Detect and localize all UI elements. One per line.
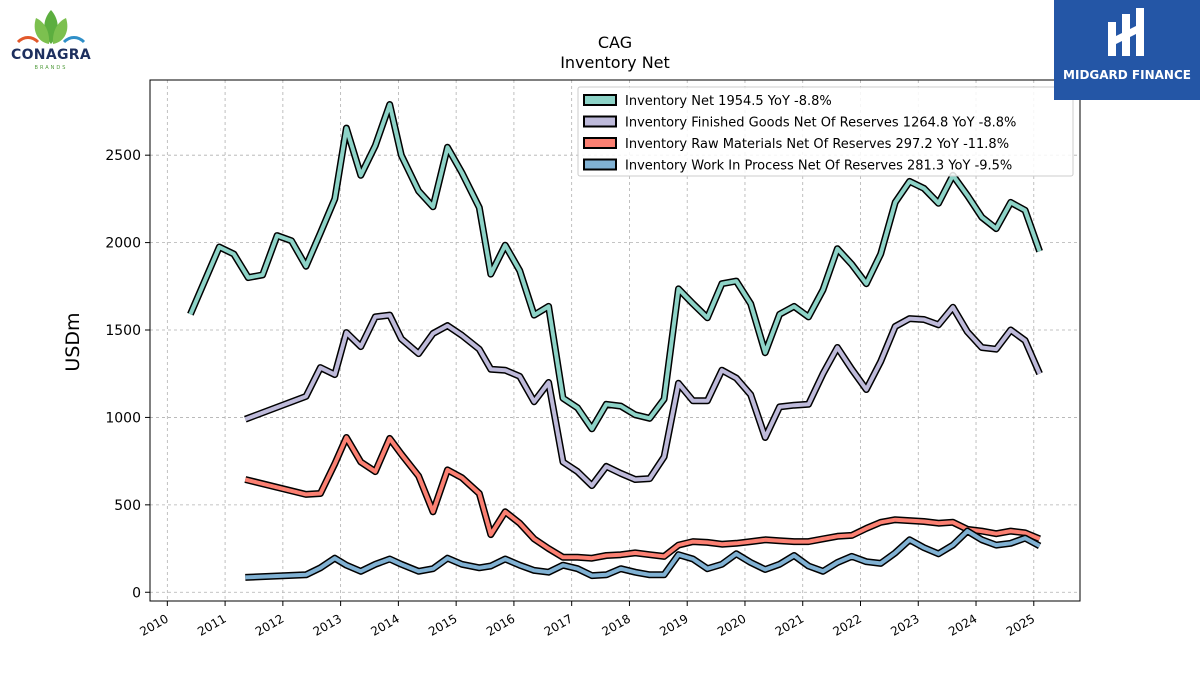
x-axis: 2010 2011 2012 2013 2014 2015 2016 2017 2018 2019… <box>137 601 1037 639</box>
x-tick-label: 2023 <box>888 611 921 638</box>
legend-label: Inventory Finished Goods Net Of Reserves… <box>625 116 1016 131</box>
legend: Inventory Net 1954.5 YoY -8.8% Inventory … <box>577 86 1074 177</box>
series-outline <box>244 303 1043 490</box>
plot-frame <box>149 79 1081 602</box>
y-tick-label: 500 <box>114 498 141 514</box>
legend-swatch <box>583 115 617 128</box>
x-tick-label: 2020 <box>715 611 748 638</box>
y-axis: 0 500 1000 1500 2000 2500 <box>105 148 150 601</box>
legend-label: Inventory Work In Process Net Of Reserve… <box>625 159 1012 174</box>
conagra-logo: CONAGRA BRANDS <box>4 6 98 74</box>
legend-label: Inventory Net 1954.5 YoY -8.8% <box>625 94 832 109</box>
y-axis-label: USDm <box>62 312 84 371</box>
midgard-logo: MIDGARD FINANCE <box>1054 0 1200 100</box>
series-layer <box>187 101 1043 581</box>
chart-subtitle: Inventory Net <box>560 53 670 72</box>
x-tick-label: 2011 <box>195 611 228 638</box>
legend-label: Inventory Raw Materials Net Of Reserves … <box>625 137 1009 152</box>
x-tick-label: 2016 <box>484 611 517 638</box>
midgard-name: MIDGARD FINANCE <box>1063 68 1191 82</box>
x-tick-label: 2024 <box>946 611 979 638</box>
y-tick-label: 0 <box>132 585 141 601</box>
series-line <box>188 102 1042 431</box>
x-tick-label: 2019 <box>657 611 690 638</box>
midgard-mark-icon <box>1108 8 1144 56</box>
leaf-icon <box>16 10 86 44</box>
series-line <box>244 435 1041 561</box>
legend-swatch <box>583 94 617 106</box>
x-tick-label: 2018 <box>599 611 632 638</box>
series-line <box>244 305 1042 488</box>
y-tick-label: 2000 <box>105 236 141 252</box>
x-tick-label: 2017 <box>542 611 575 638</box>
x-tick-label: 2012 <box>253 611 286 638</box>
x-tick-label: 2015 <box>426 611 459 638</box>
legend-swatch <box>583 158 617 171</box>
x-tick-label: 2021 <box>773 611 806 638</box>
series-line <box>245 529 1041 580</box>
y-tick-label: 1000 <box>105 410 141 426</box>
conagra-name: CONAGRA <box>11 47 91 63</box>
x-tick-label: 2010 <box>137 611 170 638</box>
y-tick-label: 2500 <box>105 148 141 164</box>
series-outline <box>244 434 1041 562</box>
legend-swatch <box>583 137 617 149</box>
conagra-sub: BRANDS <box>34 65 68 71</box>
legend-box <box>577 86 1074 177</box>
x-tick-label: 2025 <box>1004 611 1037 638</box>
x-tick-label: 2022 <box>831 611 864 638</box>
x-tick-label: 2014 <box>368 611 401 638</box>
x-tick-label: 2013 <box>311 611 344 638</box>
chart-title: CAG <box>598 33 632 52</box>
y-tick-label: 1500 <box>105 323 141 339</box>
